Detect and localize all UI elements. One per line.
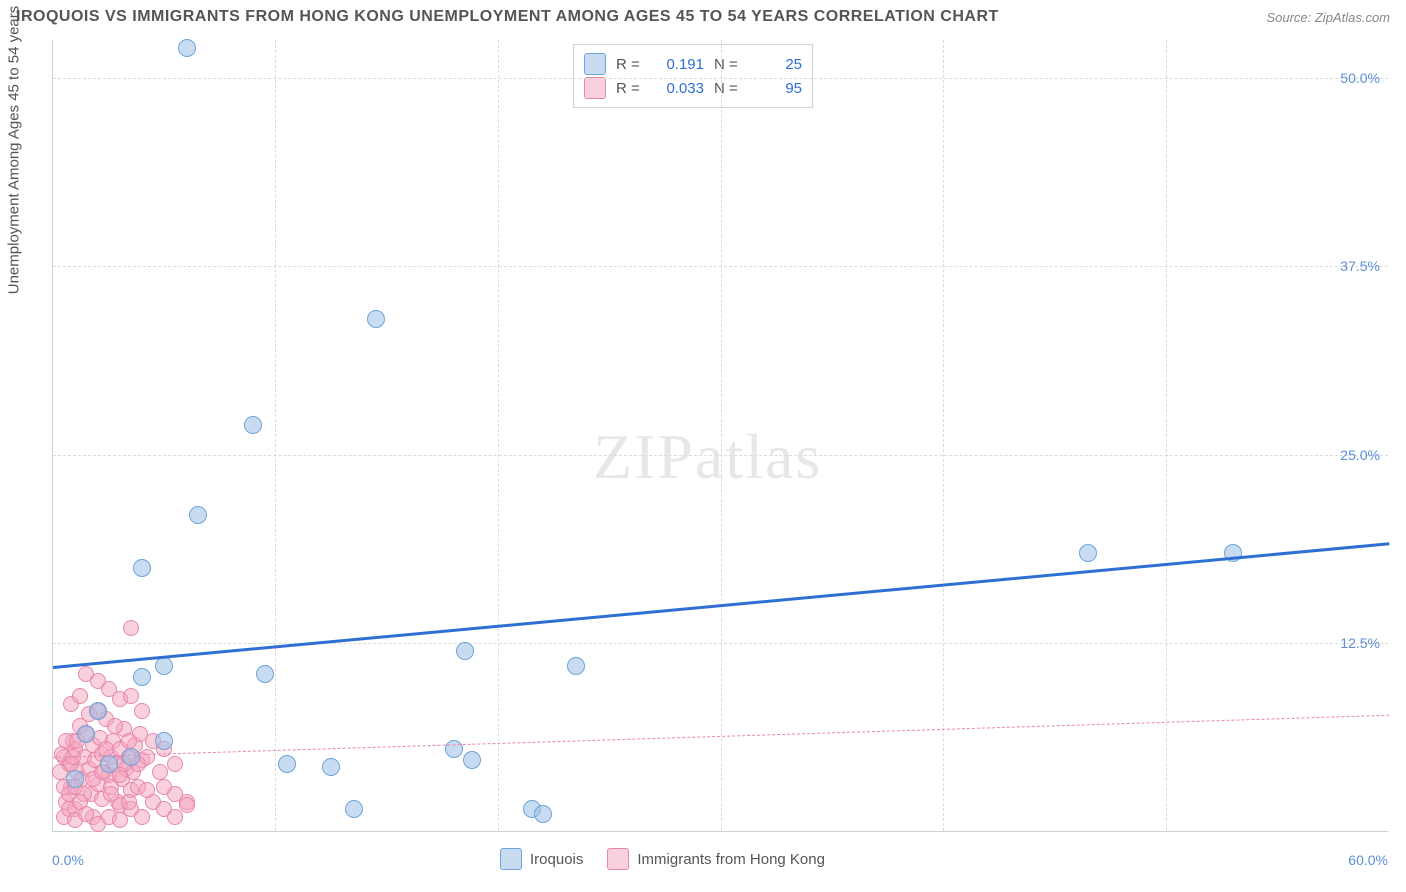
page-title: IROQUOIS VS IMMIGRANTS FROM HONG KONG UN… — [16, 8, 999, 26]
gridline-v — [721, 40, 722, 831]
watermark: ZIPatlas — [593, 420, 822, 494]
legend-swatch-iroquois — [584, 53, 606, 75]
xtick-min: 0.0% — [52, 852, 84, 868]
gridline-v — [498, 40, 499, 831]
point-iroquois — [567, 657, 585, 675]
n-label: N = — [714, 80, 742, 97]
point-iroquois — [1079, 544, 1097, 562]
xtick-max: 60.0% — [1348, 852, 1388, 868]
point-hongkong — [134, 809, 150, 825]
r-label: R = — [616, 56, 644, 73]
point-hongkong — [139, 782, 155, 798]
point-hongkong — [107, 718, 123, 734]
point-hongkong — [152, 764, 168, 780]
point-hongkong — [167, 756, 183, 772]
point-iroquois — [278, 755, 296, 773]
gridline-v — [275, 40, 276, 831]
ytick-label: 25.0% — [1340, 447, 1380, 463]
scatter-chart: ZIPatlas R = 0.191 N = 25 R = 0.033 N = … — [52, 40, 1388, 832]
legend-label-iroquois: Iroquois — [530, 851, 583, 868]
point-iroquois — [122, 748, 140, 766]
legend-series: Iroquois Immigrants from Hong Kong — [500, 848, 825, 870]
legend-swatch-hongkong — [584, 77, 606, 99]
yaxis-title: Unemployment Among Ages 45 to 54 years — [6, 6, 23, 295]
point-hongkong — [72, 688, 88, 704]
point-iroquois — [367, 310, 385, 328]
point-hongkong — [72, 794, 88, 810]
point-iroquois — [322, 758, 340, 776]
point-iroquois — [178, 39, 196, 57]
point-iroquois — [534, 805, 552, 823]
point-iroquois — [89, 702, 107, 720]
point-iroquois — [456, 642, 474, 660]
legend-label-hongkong: Immigrants from Hong Kong — [637, 851, 825, 868]
ytick-label: 12.5% — [1340, 635, 1380, 651]
point-iroquois — [133, 668, 151, 686]
legend-swatch-iroquois — [500, 848, 522, 870]
n-value-iroquois: 25 — [752, 56, 802, 73]
ytick-label: 50.0% — [1340, 70, 1380, 86]
point-iroquois — [66, 770, 84, 788]
point-hongkong — [123, 688, 139, 704]
point-iroquois — [345, 800, 363, 818]
point-hongkong — [121, 794, 137, 810]
point-iroquois — [256, 665, 274, 683]
n-label: N = — [714, 56, 742, 73]
point-iroquois — [189, 506, 207, 524]
point-iroquois — [155, 732, 173, 750]
point-iroquois — [155, 657, 173, 675]
point-iroquois — [445, 740, 463, 758]
point-iroquois — [244, 416, 262, 434]
r-value-hongkong: 0.033 — [654, 80, 704, 97]
r-value-iroquois: 0.191 — [654, 56, 704, 73]
legend-correlation: R = 0.191 N = 25 R = 0.033 N = 95 — [573, 44, 813, 108]
point-iroquois — [77, 725, 95, 743]
n-value-hongkong: 95 — [752, 80, 802, 97]
point-hongkong — [103, 786, 119, 802]
legend-swatch-hongkong — [607, 848, 629, 870]
point-hongkong — [123, 620, 139, 636]
point-iroquois — [100, 755, 118, 773]
gridline-v — [943, 40, 944, 831]
point-iroquois — [463, 751, 481, 769]
ytick-label: 37.5% — [1340, 258, 1380, 274]
source-label: Source: ZipAtlas.com — [1266, 10, 1390, 25]
gridline-v — [1166, 40, 1167, 831]
point-hongkong — [134, 703, 150, 719]
r-label: R = — [616, 80, 644, 97]
point-hongkong — [179, 797, 195, 813]
point-iroquois — [133, 559, 151, 577]
